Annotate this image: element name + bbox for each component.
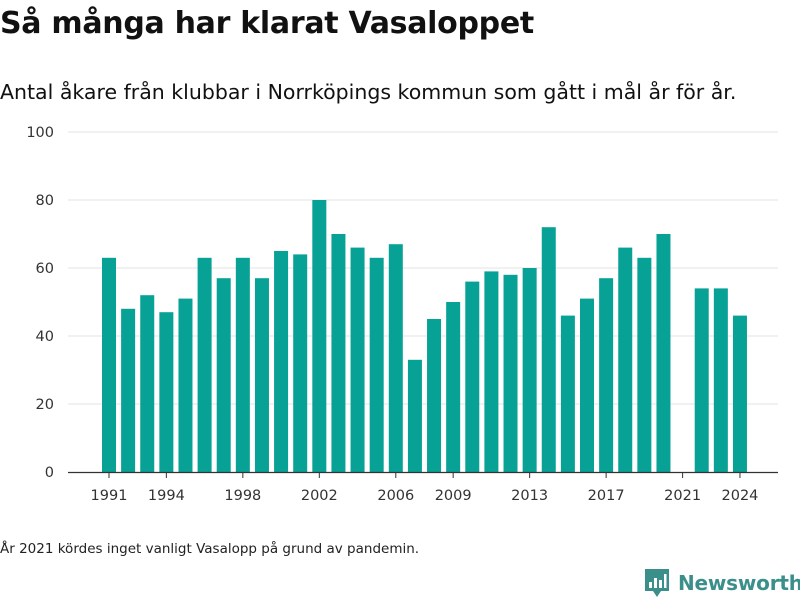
- bar: [102, 257, 116, 472]
- x-tick-label: 2024: [722, 488, 759, 504]
- x-tick-label: 2009: [435, 488, 472, 504]
- bar: [637, 257, 652, 472]
- bar: [713, 288, 728, 472]
- bar: [407, 359, 422, 472]
- y-tick-label: 60: [36, 261, 54, 277]
- x-tick-label: 2021: [664, 488, 701, 504]
- brand: Newsworthy: [644, 568, 800, 598]
- bar: [599, 278, 614, 472]
- bar: [560, 315, 575, 472]
- gridlines: [68, 131, 778, 405]
- chart-footnote: År 2021 kördes inget vanligt Vasalopp på…: [0, 541, 420, 557]
- bar: [694, 288, 709, 472]
- chart-subtitle: Antal åkare från klubbar i Norrköpings k…: [0, 80, 737, 104]
- bar-chart: 0 20 40 60 80 100 1991 1994 1998 2002 2006 2009 2013…: [26, 125, 778, 504]
- bar: [541, 227, 556, 472]
- bar: [446, 302, 461, 472]
- y-tick-label: 100: [26, 125, 54, 141]
- bar: [312, 200, 327, 472]
- bar: [293, 254, 308, 472]
- bar: [388, 244, 403, 472]
- newsworthy-logo-icon: [645, 569, 669, 597]
- x-tick-label: 2006: [377, 488, 414, 504]
- x-tick-label: 1991: [91, 488, 128, 504]
- bar: [350, 247, 365, 472]
- y-tick-label: 80: [36, 193, 54, 209]
- x-tick-label: 2002: [301, 488, 338, 504]
- brand-name: Newsworthy: [678, 571, 800, 595]
- bar: [427, 319, 442, 472]
- axes: 0 20 40 60 80 100 1991 1994 1998 2002 2006 2009 2013…: [26, 125, 778, 504]
- bar: [159, 312, 174, 472]
- bar: [369, 257, 384, 472]
- x-tick-label: 2013: [511, 488, 548, 504]
- bar: [121, 308, 136, 472]
- bar: [732, 315, 747, 472]
- bar: [235, 257, 250, 472]
- bar: [580, 298, 594, 472]
- bar: [197, 257, 212, 472]
- x-tick-label: 2017: [588, 488, 625, 504]
- bar: [465, 281, 480, 472]
- bar: [140, 295, 155, 472]
- chart-title: Så många har klarat Vasaloppet: [0, 6, 534, 41]
- y-tick-label: 0: [45, 465, 54, 481]
- bar: [522, 268, 537, 472]
- bar: [274, 251, 289, 472]
- x-tick-label: 1998: [224, 488, 261, 504]
- bar: [216, 278, 231, 472]
- bars: [102, 200, 747, 472]
- bar: [178, 298, 193, 472]
- bar: [503, 274, 518, 472]
- bar: [254, 278, 269, 472]
- y-tick-label: 20: [36, 397, 54, 413]
- bar: [618, 247, 633, 472]
- bar: [331, 234, 346, 472]
- x-tick-label: 1994: [148, 488, 185, 504]
- y-tick-label: 40: [36, 329, 54, 345]
- bar: [656, 234, 671, 472]
- bar: [484, 271, 499, 472]
